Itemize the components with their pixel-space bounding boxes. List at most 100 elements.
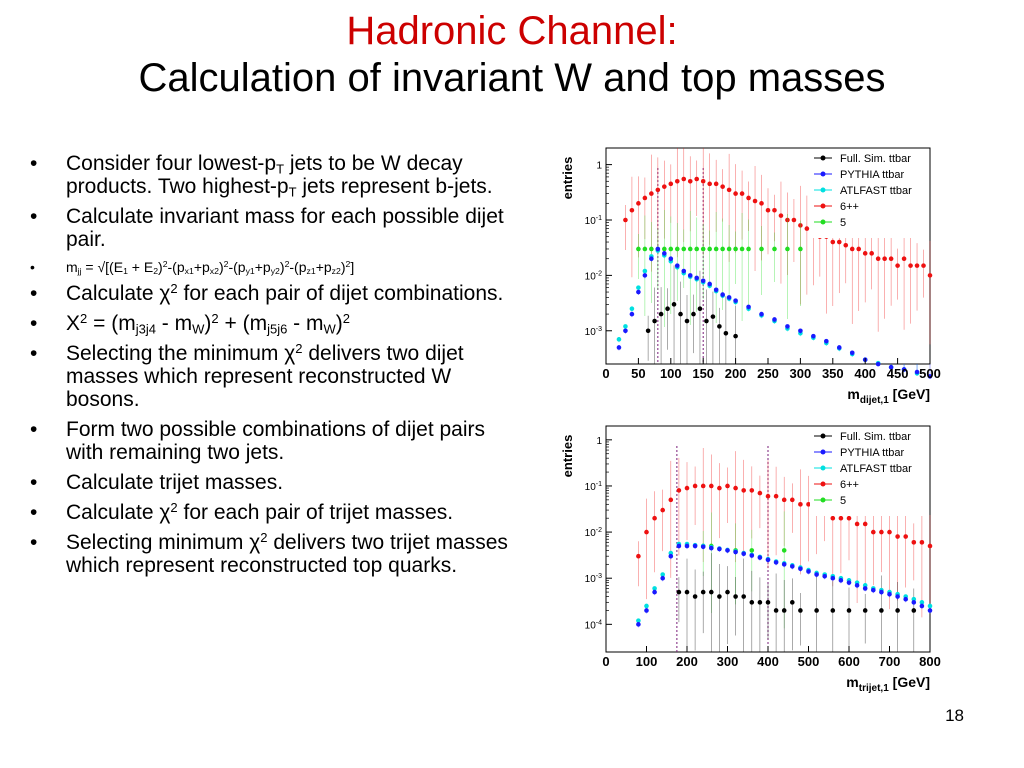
- data-point: [684, 318, 690, 324]
- bullet-dot: •: [30, 259, 35, 275]
- x-tick-label: 400: [854, 366, 876, 381]
- data-point: [687, 246, 693, 252]
- data-point: [773, 608, 779, 613]
- bullet-item: • X2 = (mj3j4 - mW)2 + (mj5j6 - mW)2: [24, 312, 519, 335]
- data-point: [846, 608, 852, 613]
- x-tick-label: 700: [879, 654, 901, 669]
- bullet-text: = (m: [87, 312, 136, 335]
- data-point: [676, 543, 682, 549]
- legend-swatch-marker: [820, 203, 826, 209]
- y-axis-label: entries: [560, 157, 575, 200]
- data-point: [717, 324, 722, 329]
- legend-label: 6++: [840, 479, 859, 491]
- data-point: [692, 483, 698, 489]
- data-point: [804, 226, 810, 231]
- data-point: [733, 485, 738, 491]
- y-tick-label: 10-2: [585, 527, 602, 539]
- y-tick-base: 10: [585, 574, 597, 585]
- data-point: [927, 273, 933, 278]
- data-point: [725, 589, 730, 595]
- bullet-text: X: [66, 312, 81, 335]
- data-point: [658, 311, 664, 317]
- y-tick-base: 10: [585, 482, 597, 493]
- data-point: [668, 246, 674, 252]
- y-axis-label: entries: [560, 435, 575, 478]
- data-point: [697, 306, 703, 312]
- data-point: [629, 207, 635, 213]
- legend-label: PYTHIA ttbar: [840, 169, 905, 181]
- data-point: [895, 608, 900, 613]
- x-tick-label: 400: [757, 654, 779, 669]
- data-point: [709, 545, 714, 551]
- data-point: [720, 292, 725, 297]
- bullet-text: -(p: [289, 259, 307, 275]
- data-point: [710, 314, 716, 319]
- data-point: [652, 515, 657, 521]
- data-point: [616, 345, 622, 350]
- data-point: [752, 198, 758, 204]
- data-point: [846, 515, 852, 521]
- y-tick-base: 10: [585, 271, 597, 282]
- data-point: [636, 285, 641, 290]
- bullet-item: • Calculate χ2 for each pair of trijet ma…: [24, 501, 519, 524]
- y-tick-label: 10-1: [585, 215, 602, 227]
- x-tick-label: 100: [660, 366, 682, 381]
- data-point: [704, 318, 709, 324]
- y-tick-base: 10: [585, 327, 597, 338]
- data-point: [765, 493, 771, 499]
- data-point: [645, 328, 651, 334]
- data-point: [652, 586, 657, 591]
- data-point: [700, 278, 706, 284]
- page-number: 18: [945, 706, 964, 725]
- bullet-dot: •: [30, 152, 38, 175]
- data-point: [927, 603, 933, 609]
- data-point: [903, 596, 908, 602]
- data-point: [739, 246, 745, 252]
- data-point: [838, 515, 844, 521]
- data-point: [830, 515, 836, 521]
- data-point: [678, 311, 683, 317]
- data-point: [879, 529, 884, 535]
- data-point: [927, 608, 933, 613]
- data-point: [660, 507, 665, 513]
- data-point: [781, 497, 787, 503]
- data-point: [733, 549, 738, 555]
- x-tick-label: 250: [757, 366, 779, 381]
- data-point: [700, 178, 706, 184]
- bullet-text: z1: [306, 266, 316, 277]
- data-point: [662, 246, 667, 252]
- data-point: [824, 338, 829, 344]
- legend-label: 5: [840, 495, 846, 507]
- data-point: [733, 246, 738, 252]
- legend-swatch-marker: [820, 155, 826, 161]
- x-label-sub: trijet,1: [859, 683, 889, 694]
- x-tick-label: 800: [919, 654, 941, 669]
- data-point: [707, 181, 712, 187]
- y-tick-label: 10-1: [585, 481, 602, 493]
- bullet-text: Calculate χ: [66, 501, 171, 524]
- data-point: [733, 594, 738, 599]
- bullet-text: z2: [331, 266, 341, 277]
- y-tick-base: 1: [596, 161, 602, 172]
- data-point: [709, 483, 714, 489]
- x-tick-label: 500: [919, 366, 941, 381]
- bullet-item: • mjj = √[(E1 + E2)2-(px1+px2)2-(py1+py2)…: [24, 258, 519, 276]
- data-point: [700, 589, 706, 595]
- data-point: [862, 251, 868, 256]
- data-point: [888, 256, 894, 262]
- data-point: [830, 608, 836, 613]
- bullet-text: ): [218, 259, 224, 275]
- bullet-dot: •: [30, 531, 38, 554]
- bullet-dot: •: [30, 501, 38, 524]
- data-point: [717, 546, 722, 552]
- data-point: [668, 181, 674, 187]
- data-point: [798, 246, 803, 252]
- data-point: [629, 306, 635, 312]
- x-label-main: m: [847, 386, 859, 402]
- data-point: [741, 551, 746, 556]
- bullet-text: T: [276, 161, 285, 177]
- y-tick-label: 10-4: [585, 619, 602, 631]
- bullet-text: Calculate trijet masses.: [66, 471, 284, 494]
- data-point: [772, 317, 777, 322]
- x-tick-label: 0: [602, 366, 609, 381]
